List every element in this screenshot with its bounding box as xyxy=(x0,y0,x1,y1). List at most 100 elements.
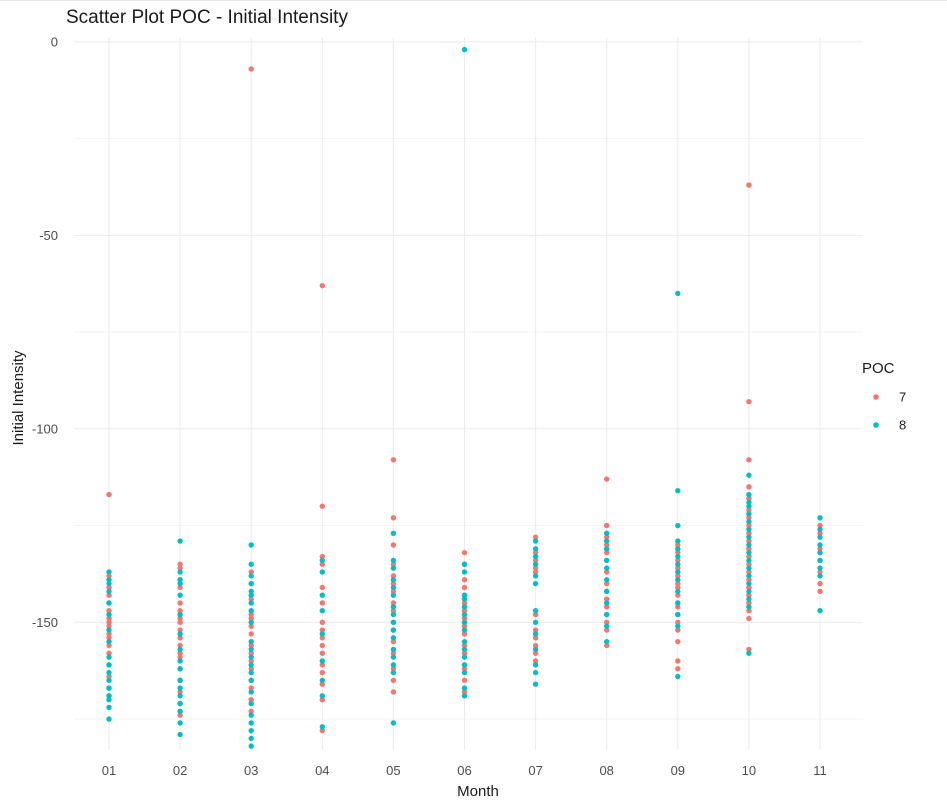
data-point xyxy=(248,662,254,668)
data-point xyxy=(675,658,681,664)
data-point xyxy=(746,561,752,567)
data-point xyxy=(319,561,325,567)
data-point xyxy=(106,693,112,699)
data-point xyxy=(604,476,610,482)
data-point xyxy=(675,604,681,610)
data-point xyxy=(604,557,610,564)
data-point xyxy=(319,627,325,633)
data-point xyxy=(106,611,112,618)
legend-key xyxy=(873,394,879,400)
x-tick-label: 06 xyxy=(457,763,471,778)
x-tick-label: 08 xyxy=(599,763,613,778)
data-point xyxy=(106,673,112,680)
data-point xyxy=(604,642,610,649)
data-point xyxy=(319,282,325,289)
data-point xyxy=(817,573,823,579)
y-tick-label: 0 xyxy=(51,34,58,49)
data-point xyxy=(461,615,468,622)
data-point xyxy=(604,627,610,633)
y-axis-ticks: 0 -50 -100 -150 xyxy=(32,34,58,629)
data-point xyxy=(746,553,752,560)
data-point xyxy=(604,611,610,618)
data-point xyxy=(604,577,610,583)
data-point xyxy=(746,530,752,537)
data-point xyxy=(675,561,681,567)
data-point xyxy=(106,704,112,711)
data-point xyxy=(248,615,254,622)
data-point xyxy=(675,538,681,544)
data-point xyxy=(319,662,325,668)
data-point xyxy=(390,607,397,614)
data-point xyxy=(675,627,681,633)
data-point xyxy=(461,600,468,606)
data-point xyxy=(461,677,468,684)
y-tick-label: -100 xyxy=(32,421,58,436)
data-point xyxy=(390,689,397,695)
data-point xyxy=(390,600,397,606)
data-point xyxy=(746,596,752,602)
data-point xyxy=(461,650,468,656)
data-point xyxy=(248,712,254,718)
data-point xyxy=(319,669,325,676)
data-point xyxy=(390,666,397,672)
x-tick-label: 05 xyxy=(386,763,400,778)
data-point xyxy=(319,677,325,684)
data-point xyxy=(817,569,823,575)
data-point xyxy=(532,662,539,668)
data-point xyxy=(177,584,183,591)
data-point xyxy=(177,600,183,606)
grid-lines xyxy=(74,38,863,750)
data-point xyxy=(390,662,397,668)
data-point xyxy=(746,565,752,571)
data-point xyxy=(532,650,539,656)
data-point xyxy=(390,577,397,583)
data-point xyxy=(604,600,610,606)
data-point xyxy=(106,584,112,591)
data-point xyxy=(604,596,610,602)
data-point xyxy=(390,619,397,626)
data-point xyxy=(746,604,752,610)
data-point xyxy=(390,592,397,598)
data-point xyxy=(746,580,752,587)
data-point xyxy=(390,530,397,537)
data-point xyxy=(106,642,112,649)
data-point xyxy=(177,580,183,587)
data-point xyxy=(675,600,681,606)
data-point xyxy=(319,650,325,656)
legend-label: 7 xyxy=(899,390,906,405)
data-point xyxy=(675,290,681,297)
data-point xyxy=(746,518,752,525)
series-8 xyxy=(106,46,823,749)
data-point xyxy=(248,596,254,602)
data-point xyxy=(390,646,397,653)
data-point xyxy=(746,526,752,533)
data-point xyxy=(106,577,112,583)
data-point xyxy=(177,611,183,618)
data-point xyxy=(532,565,539,571)
data-point xyxy=(675,666,681,672)
data-point xyxy=(248,611,254,618)
data-point xyxy=(106,619,112,626)
data-point xyxy=(319,553,325,560)
data-point xyxy=(746,615,752,622)
data-point xyxy=(319,658,325,664)
data-point xyxy=(461,46,468,53)
data-point xyxy=(461,561,468,567)
data-point xyxy=(532,573,539,579)
data-point xyxy=(746,515,752,521)
data-point xyxy=(248,708,254,715)
data-point xyxy=(106,588,112,595)
data-point xyxy=(248,619,254,626)
data-point xyxy=(248,646,254,653)
data-point xyxy=(532,553,539,560)
data-point xyxy=(817,580,823,587)
data-point xyxy=(390,669,397,676)
data-point xyxy=(817,588,823,595)
data-point xyxy=(675,611,681,618)
data-point xyxy=(817,565,823,571)
data-point xyxy=(461,654,468,660)
data-point xyxy=(461,631,468,637)
x-tick-label: 04 xyxy=(315,763,329,778)
data-point xyxy=(319,584,325,591)
data-point xyxy=(177,538,183,544)
